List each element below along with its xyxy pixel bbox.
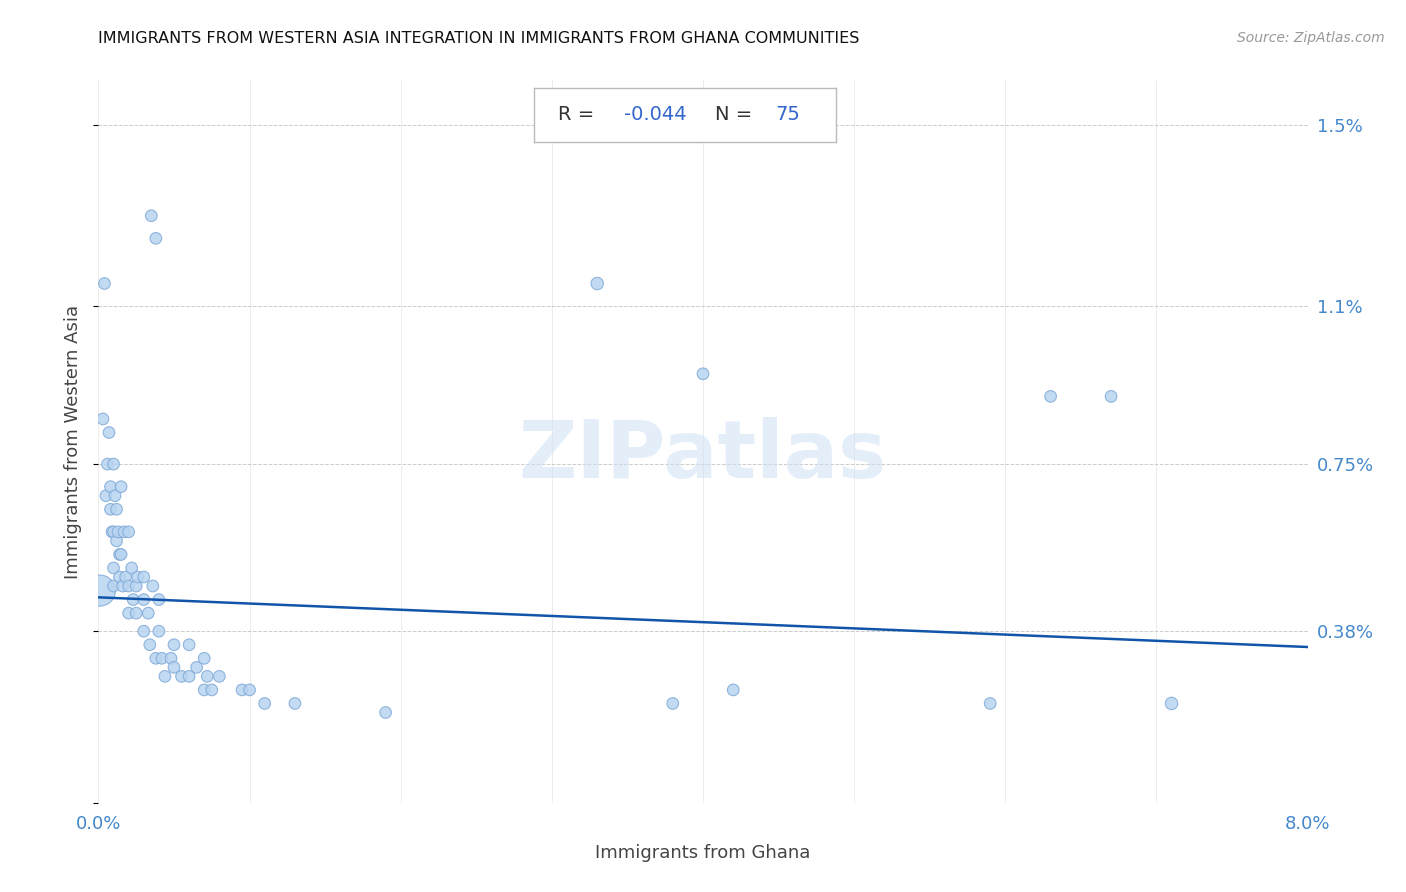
Point [163, 660, 186, 674]
Text: IMMIGRANTS FROM WESTERN ASIA INTEGRATION IN IMMIGRANTS FROM GHANA COMMUNITIES: IMMIGRANTS FROM WESTERN ASIA INTEGRATION… [98, 31, 860, 46]
Point [253, 697, 276, 711]
Point [111, 579, 134, 593]
Point [153, 669, 176, 683]
Point [103, 561, 125, 575]
Point [1039, 389, 1062, 403]
Point [160, 651, 183, 665]
Point [692, 367, 714, 381]
Point [94, 489, 117, 503]
Point [132, 624, 155, 639]
Point [148, 592, 170, 607]
Point [105, 533, 128, 548]
Point [101, 524, 124, 539]
Point [231, 682, 253, 697]
Point [110, 480, 132, 494]
Text: Source: ZipAtlas.com: Source: ZipAtlas.com [1237, 31, 1385, 45]
Point [208, 669, 231, 683]
Point [107, 524, 129, 539]
Point [586, 277, 609, 291]
Point [103, 457, 125, 471]
Point [104, 489, 127, 503]
Point [148, 624, 170, 639]
Point [105, 502, 128, 516]
Point [979, 697, 1001, 711]
Point [201, 682, 224, 697]
Point [141, 209, 163, 223]
Point [661, 697, 683, 711]
Point [142, 579, 165, 593]
Point [108, 548, 131, 562]
Point [179, 669, 201, 683]
Point [118, 606, 141, 620]
Point [170, 669, 193, 683]
Point [110, 548, 132, 562]
Point [89, 583, 111, 598]
Point [100, 480, 122, 494]
Point [723, 682, 745, 697]
Point [145, 651, 167, 665]
Point [114, 570, 136, 584]
Point [239, 682, 262, 697]
Point [1160, 697, 1182, 711]
Point [112, 524, 135, 539]
Point [145, 231, 167, 245]
Point [91, 412, 114, 426]
Point [132, 570, 155, 584]
Text: ZIPatlas: ZIPatlas [519, 417, 887, 495]
Point [193, 682, 215, 697]
Point [132, 592, 155, 607]
Point [150, 651, 173, 665]
X-axis label: Immigrants from Ghana: Immigrants from Ghana [595, 844, 811, 862]
Point [103, 524, 125, 539]
Point [125, 606, 148, 620]
Point [118, 524, 141, 539]
Point [118, 579, 141, 593]
Point [100, 502, 122, 516]
Point [98, 425, 121, 440]
Point [103, 579, 125, 593]
Point [96, 457, 118, 471]
Point [284, 697, 307, 711]
Point [139, 638, 162, 652]
Point [108, 570, 131, 584]
Point [127, 570, 149, 584]
Point [122, 592, 145, 607]
Point [374, 706, 396, 720]
Point [1099, 389, 1122, 403]
Point [179, 638, 201, 652]
Point [136, 606, 159, 620]
Point [193, 651, 215, 665]
Point [125, 579, 148, 593]
Point [195, 669, 218, 683]
Point [121, 561, 143, 575]
Point [186, 660, 208, 674]
Point [163, 638, 186, 652]
Y-axis label: Immigrants from Western Asia: Immigrants from Western Asia [65, 304, 83, 579]
Point [93, 277, 115, 291]
